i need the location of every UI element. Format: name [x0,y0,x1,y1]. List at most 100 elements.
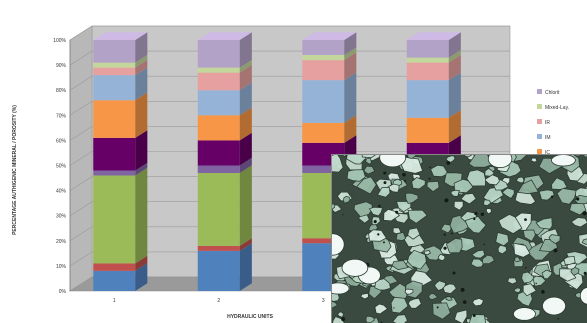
y-tick-label: 10% [56,264,67,270]
y-tick-label: 100% [53,38,66,44]
opaque-speck [444,234,446,236]
opaque-speck [452,272,455,275]
opaque-speck [378,205,381,208]
opaque-speck [473,314,476,317]
bar-segment-front [407,58,449,63]
y-axis-ticks: 0%10%20%30%40%50%60%70%80%90%100% [53,38,70,295]
opaque-speck [483,243,485,245]
opaque-speck [481,213,485,217]
opaque-speck [524,218,527,221]
bar-stack-2 [198,32,252,291]
legend-swatch [537,134,542,139]
bar-segment-side [135,93,147,138]
bar-segment-side [449,72,461,117]
quartz-grain [332,283,349,294]
opaque-speck [557,318,558,319]
micrograph-grains [332,155,587,323]
y-axis-title: PERCENTAGE AUTHIGENIC MINERAL / POROSITY… [12,105,18,235]
y-tick-label: 70% [56,113,67,119]
opaque-speck [402,173,406,177]
bar-segment-front [407,40,449,58]
bar-segment-front [302,123,344,143]
bar-segment-front [93,263,135,271]
x-tick-label: 3 [322,298,325,304]
bar-segment-front [93,171,135,176]
legend-swatch [537,89,542,94]
y-tick-label: 0% [59,289,67,295]
opaque-speck [473,218,475,220]
bar-segment-front [198,140,240,165]
opaque-speck [541,290,545,294]
opaque-speck [429,178,431,180]
y-tick-label: 20% [56,239,67,245]
bar-segment-front [93,63,135,68]
opaque-speck [461,288,465,292]
bar-segment-front [198,251,240,291]
opaque-speck [383,171,386,174]
legend-label: IR [545,120,550,126]
bar-segment-front [198,68,240,73]
thin-section-micrograph-image [331,154,587,323]
bar-segment-front [198,73,240,91]
bar-stack-1 [93,32,147,291]
opaque-speck [582,211,586,215]
bar-segment-front [93,138,135,171]
legend-swatch [537,104,542,109]
opaque-speck [446,161,450,165]
bar-segment-front [407,63,449,81]
legend-label: Chlorit [545,90,560,96]
y-tick-label: 30% [56,214,67,220]
y-tick-label: 80% [56,88,67,94]
bar-segment-front [198,115,240,140]
opaque-speck [551,196,553,198]
opaque-speck [474,212,477,215]
opaque-speck [374,220,377,223]
bar-segment-side [135,168,147,264]
opaque-speck [451,232,453,234]
quartz-grain [342,259,368,276]
bar-segment-side [344,72,356,122]
bar-segment-front [93,40,135,63]
legend-item: Mixed-Lay. [537,104,569,111]
quartz-grain [542,297,565,315]
bar-segment-front [302,40,344,55]
y-tick-label: 60% [56,138,67,144]
opaque-speck [384,181,387,184]
legend-item: IR [537,119,550,126]
bar-segment-front [198,246,240,251]
bar-segment-front [93,176,135,264]
quartz-grain [551,155,575,166]
opaque-speck [383,241,385,243]
bar-segment-front [302,80,344,123]
legend-label: Mixed-Lay. [545,105,569,111]
opaque-speck [463,300,467,304]
opaque-speck [395,211,398,214]
bar-segment-front [198,166,240,174]
legend-item: Chlorit [537,89,560,96]
bar-segment-front [302,55,344,60]
x-tick-label: 1 [113,298,116,304]
opaque-speck [342,214,343,215]
bar-segment-side [240,165,252,245]
x-tick-label: 2 [217,298,220,304]
opaque-speck [535,283,536,284]
y-tick-label: 90% [56,63,67,69]
opaque-speck [443,247,446,250]
bar-segment-front [198,173,240,246]
bar-segment-front [93,68,135,76]
opaque-speck [444,198,448,202]
bar-segment-front [93,100,135,138]
bar-segment-front [198,90,240,115]
opaque-speck [525,267,527,269]
opaque-speck [404,180,406,182]
legend-label: IM [545,135,551,141]
x-axis-title: HYDRAULIC UNITS [227,314,273,320]
bar-segment-front [407,118,449,143]
bar-segment-front [198,40,240,68]
opaque-speck [584,272,587,275]
opaque-speck [429,166,431,168]
opaque-speck [393,307,394,308]
quartz-grain [513,308,535,321]
